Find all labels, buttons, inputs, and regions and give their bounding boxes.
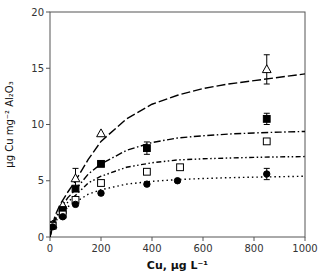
- y-tick-label: 0: [38, 232, 44, 243]
- error-bar-cap: [144, 154, 150, 155]
- plot-frame: [50, 12, 305, 237]
- error-bar-cap: [144, 141, 150, 142]
- error-bar-cap: [264, 54, 270, 55]
- axes: 0 200 400 600 800 1000 0 5 10 15 20: [31, 7, 317, 255]
- y-tick-label: 10: [31, 119, 44, 130]
- x-tick-label: 800: [244, 243, 263, 254]
- plot-data: [50, 55, 305, 237]
- data-point: [72, 201, 78, 207]
- data-point: [263, 138, 270, 145]
- data-point: [72, 185, 79, 192]
- y-tick-label: 20: [31, 7, 44, 18]
- x-tick-label: 400: [142, 243, 161, 254]
- y-tick: [46, 180, 50, 181]
- chart: 0 200 400 600 800 1000 0 5 10 15 20 Cu, μg L⁻¹ μg Cu…: [0, 0, 319, 275]
- data-point: [262, 65, 271, 73]
- data-point: [71, 174, 80, 182]
- x-tick-label: 1000: [292, 243, 317, 254]
- error-bar-cap: [264, 113, 270, 114]
- error-bar: [144, 142, 150, 154]
- error-bar: [264, 168, 270, 179]
- x-axis-label: Cu, μg L⁻¹: [147, 259, 209, 272]
- error-bar-cap: [73, 168, 79, 169]
- data-point: [98, 190, 104, 196]
- y-tick: [46, 68, 50, 69]
- x-tick-label: 600: [193, 243, 212, 254]
- y-tick: [46, 12, 50, 13]
- x-tick-label: 0: [47, 243, 53, 254]
- x-tick: [101, 237, 102, 241]
- data-point: [264, 171, 270, 177]
- x-tick: [203, 237, 204, 241]
- data-point: [98, 180, 105, 187]
- x-tick: [152, 237, 153, 241]
- y-tick: [46, 237, 50, 238]
- y-tick: [46, 124, 50, 125]
- y-tick-label: 15: [31, 63, 44, 74]
- x-tick-label: 200: [91, 243, 110, 254]
- x-tick: [50, 237, 51, 241]
- fitted-curve: [50, 176, 305, 237]
- data-point: [144, 145, 151, 152]
- data-point: [174, 178, 180, 184]
- plot-area: [50, 12, 305, 237]
- x-tick: [305, 237, 306, 241]
- data-point: [97, 129, 106, 137]
- x-tick: [254, 237, 255, 241]
- fitted-curve: [50, 131, 305, 237]
- data-point: [50, 222, 56, 229]
- data-point: [177, 164, 184, 171]
- fitted-curve: [50, 157, 305, 237]
- data-point: [98, 160, 105, 167]
- y-tick-label: 5: [38, 175, 44, 186]
- data-point: [263, 115, 270, 122]
- error-bar-cap: [264, 84, 270, 85]
- data-point: [50, 224, 56, 230]
- error-bar: [264, 113, 270, 124]
- error-bar-cap: [264, 168, 270, 169]
- data-point: [144, 168, 151, 175]
- error-bar-cap: [264, 124, 270, 125]
- error-bar-cap: [264, 179, 270, 180]
- fitted-curve: [50, 74, 305, 237]
- data-point: [144, 181, 150, 187]
- y-axis-label: μg Cu mg⁻² Al₂O₃: [4, 81, 15, 167]
- data-point: [60, 214, 66, 220]
